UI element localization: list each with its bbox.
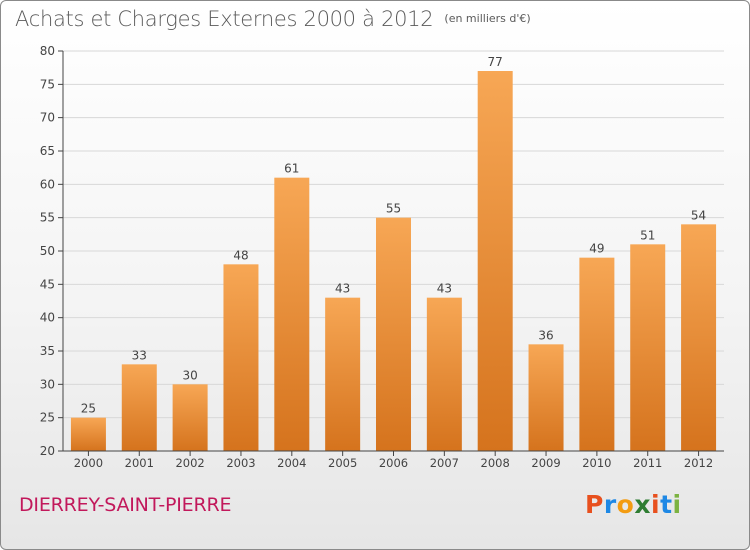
bar <box>325 297 361 451</box>
bar <box>426 297 462 451</box>
y-tick-label: 25 <box>40 411 55 425</box>
bar <box>172 384 208 451</box>
y-tick-label: 70 <box>40 111 55 125</box>
x-tick-label: 2003 <box>226 456 255 470</box>
y-tick-label: 35 <box>40 344 55 358</box>
y-tick-label: 60 <box>40 177 55 191</box>
logo-letter: i <box>672 490 682 519</box>
data-label: 33 <box>132 348 147 362</box>
x-tick-label: 2001 <box>125 456 154 470</box>
logo-letter: x <box>634 490 651 519</box>
y-tick-label: 30 <box>40 377 55 391</box>
y-tick-label: 50 <box>40 244 55 258</box>
x-tick-label: 2012 <box>684 456 713 470</box>
y-tick-label: 80 <box>40 44 55 58</box>
bar <box>274 177 310 451</box>
y-tick-label: 40 <box>40 311 55 325</box>
data-label: 49 <box>589 242 604 256</box>
x-tick-label: 2007 <box>430 456 459 470</box>
x-tick-label: 2006 <box>379 456 408 470</box>
data-label: 48 <box>233 248 248 262</box>
bar <box>630 244 666 451</box>
bar <box>477 71 513 451</box>
data-label: 77 <box>488 55 503 69</box>
data-label: 61 <box>284 162 299 176</box>
data-label: 54 <box>691 208 706 222</box>
logo-letter: i <box>651 490 661 519</box>
data-label: 55 <box>386 202 401 216</box>
y-tick-label: 20 <box>40 444 55 458</box>
data-label: 25 <box>81 402 96 416</box>
x-tick-label: 2008 <box>481 456 510 470</box>
logo-letter: t <box>660 490 673 519</box>
x-tick-label: 2010 <box>582 456 611 470</box>
data-label: 43 <box>335 282 350 296</box>
x-tick-label: 2011 <box>633 456 662 470</box>
bar <box>70 417 106 451</box>
chart-title: Achats et Charges Externes 2000 à 2012 <box>15 7 434 31</box>
chart-subtitle: (en milliers d'€) <box>444 12 531 25</box>
bar <box>376 217 411 451</box>
logo-letter: P <box>585 490 604 519</box>
chart-header: Achats et Charges Externes 2000 à 2012 (… <box>15 7 531 31</box>
x-tick-label: 2004 <box>277 456 306 470</box>
x-tick-label: 2002 <box>175 456 204 470</box>
commune-name: DIERREY-SAINT-PIERRE <box>19 494 232 516</box>
data-label: 36 <box>538 328 553 342</box>
logo-letter: o <box>616 490 635 519</box>
x-tick-label: 2009 <box>531 456 560 470</box>
data-label: 30 <box>182 368 197 382</box>
y-tick-label: 55 <box>40 211 55 225</box>
x-tick-label: 2005 <box>328 456 357 470</box>
y-tick-label: 45 <box>40 277 55 291</box>
bar <box>223 264 259 451</box>
y-tick-label: 65 <box>40 144 55 158</box>
x-tick-label: 2000 <box>74 456 103 470</box>
data-label: 51 <box>640 228 655 242</box>
logo-letter: r <box>603 490 617 519</box>
y-tick-label: 75 <box>40 77 55 91</box>
bar <box>579 257 615 451</box>
data-label: 43 <box>437 282 452 296</box>
bar <box>528 344 564 451</box>
bar <box>121 364 157 451</box>
bar <box>681 224 717 451</box>
